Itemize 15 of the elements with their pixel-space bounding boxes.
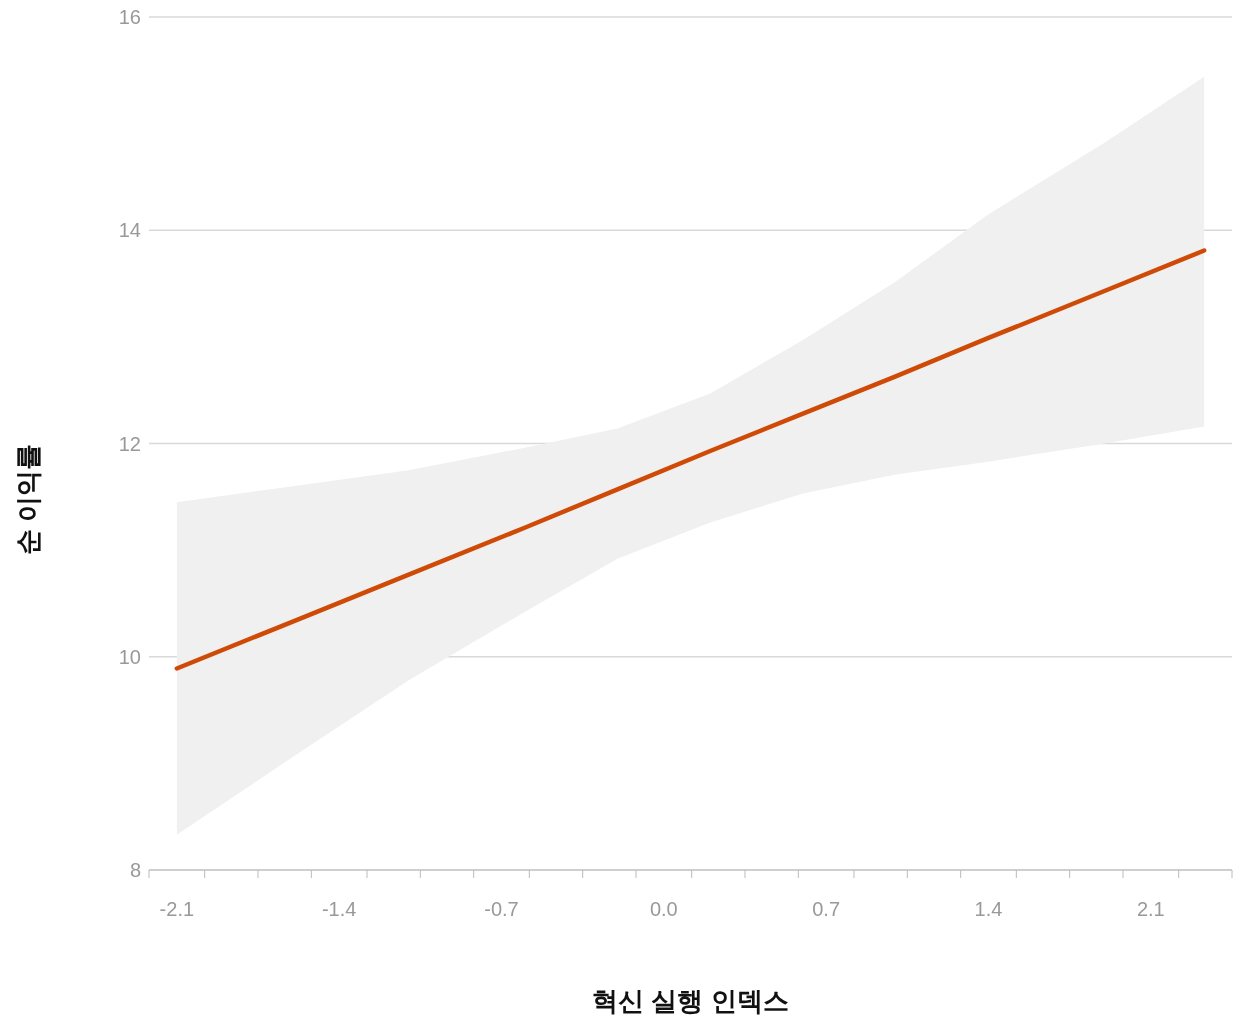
y-tick-label: 12 bbox=[118, 432, 141, 455]
x-axis-title: 혁신 실행 인덱스 bbox=[592, 986, 789, 1016]
x-tick-label: -0.7 bbox=[484, 898, 519, 920]
y-tick-label: 16 bbox=[118, 6, 141, 29]
x-tick-label: 2.1 bbox=[1136, 898, 1165, 920]
x-tick-label: 0.7 bbox=[812, 898, 841, 920]
line-series bbox=[174, 248, 1207, 671]
x-tick-label: 0.0 bbox=[649, 898, 678, 920]
y-tick-label: 8 bbox=[129, 859, 141, 882]
y-axis-title: 순 이익률 bbox=[13, 443, 44, 555]
y-tick-label: 10 bbox=[118, 645, 141, 668]
x-tick-label: -1.4 bbox=[321, 898, 357, 920]
x-tick-label: -2.1 bbox=[159, 898, 195, 920]
x-tick-label: 1.4 bbox=[974, 898, 1003, 920]
y-tick-label: 14 bbox=[118, 219, 141, 242]
